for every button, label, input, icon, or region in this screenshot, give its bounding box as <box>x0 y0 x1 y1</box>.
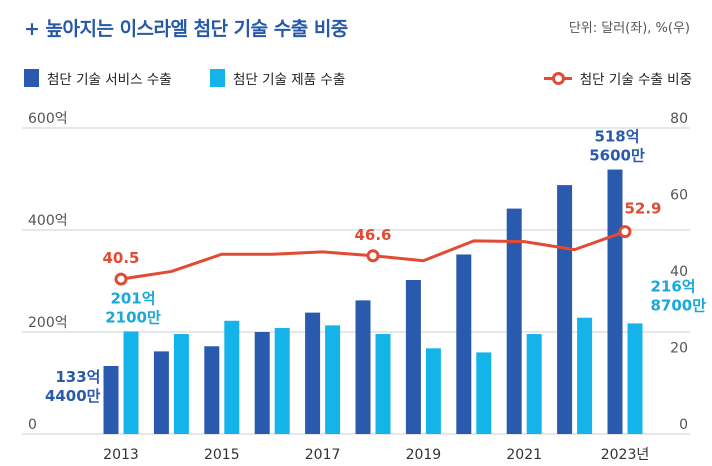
y-left-tick-label: 200억 <box>28 315 68 331</box>
bar-services <box>204 346 220 434</box>
unit-label: 단위: 달러(좌), %(우) <box>568 21 690 36</box>
bar-products <box>375 334 391 434</box>
bar-services <box>506 208 522 434</box>
data-label: 518억 <box>594 128 639 146</box>
y-left-tick-label: 400억 <box>28 213 68 229</box>
bar-services <box>153 351 169 434</box>
data-label: 201억 <box>110 289 155 307</box>
y-left-tick-label: 600억 <box>28 111 68 127</box>
legend-item-services: 첨단 기술 서비스 수출 <box>24 68 172 88</box>
bar-products <box>627 323 643 434</box>
bar-services <box>254 332 270 434</box>
legend-line-share <box>543 69 572 87</box>
legend-swatch-products <box>210 69 225 87</box>
bar-services <box>557 185 573 434</box>
data-label: 52.9 <box>624 200 661 218</box>
x-tick-label: 2019 <box>406 447 442 463</box>
legend-label-products: 첨단 기술 제품 수출 <box>233 72 346 88</box>
bar-services <box>305 312 321 434</box>
legend-item-share: 첨단 기술 수출 비중 <box>543 68 692 88</box>
data-label: 133억 <box>55 368 100 386</box>
bar-services <box>103 365 119 434</box>
legend: 첨단 기술 서비스 수출 첨단 기술 제품 수출 첨단 기술 수출 비중 <box>24 68 692 90</box>
y-left-tick-label: 0 <box>28 417 37 433</box>
bar-products <box>476 352 492 434</box>
data-label: 8700만 <box>651 296 707 314</box>
bar-products <box>123 331 139 434</box>
bar-services <box>405 279 421 434</box>
data-label: 4400만 <box>45 387 101 405</box>
line-share-marker <box>114 272 128 286</box>
data-label: 40.5 <box>102 249 139 267</box>
legend-swatch-services <box>24 69 39 87</box>
bar-products <box>425 348 441 434</box>
y-right-tick-label: 40 <box>670 264 688 280</box>
y-right-tick-label: 20 <box>670 341 688 357</box>
bar-products <box>224 320 240 434</box>
bar-products <box>274 327 290 434</box>
x-tick-label: 2023년 <box>601 447 650 463</box>
chart-title: + 높아지는 이스라엘 첨단 기술 수출 비중 <box>24 18 348 40</box>
bar-products <box>577 317 593 434</box>
y-right-tick-label: 60 <box>670 188 688 204</box>
legend-label-services: 첨단 기술 서비스 수출 <box>47 72 172 88</box>
bar-services <box>456 254 472 434</box>
line-share-marker <box>618 225 632 239</box>
data-label: 216억 <box>651 277 696 295</box>
legend-item-products: 첨단 기술 제품 수출 <box>210 68 345 88</box>
y-right-tick-label: 80 <box>670 111 688 127</box>
data-label: 5600만 <box>589 147 645 165</box>
x-tick-label: 2017 <box>305 447 341 463</box>
y-right-tick-label: 0 <box>679 417 688 433</box>
x-tick-label: 2013 <box>103 447 139 463</box>
bar-products <box>173 334 189 434</box>
x-tick-label: 2015 <box>204 447 240 463</box>
bar-products <box>526 334 542 434</box>
bar-services <box>607 169 623 434</box>
data-label: 46.6 <box>354 226 391 244</box>
legend-label-share: 첨단 기술 수출 비중 <box>579 72 692 88</box>
data-label: 2100만 <box>105 308 161 326</box>
bar-services <box>355 300 371 434</box>
x-tick-label: 2021 <box>506 447 542 463</box>
line-share-marker <box>366 249 380 263</box>
bar-products <box>325 325 341 434</box>
